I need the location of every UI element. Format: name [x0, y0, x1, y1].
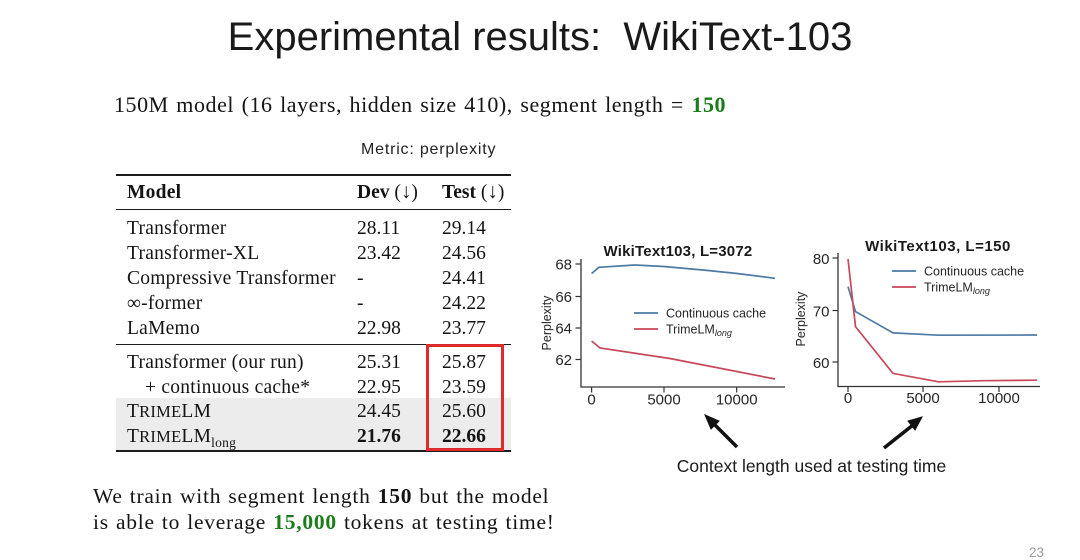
svg-text:Perplexity: Perplexity	[540, 295, 554, 351]
svg-text:68: 68	[555, 257, 572, 274]
svg-text:WikiText103, L=150: WikiText103, L=150	[865, 238, 1011, 255]
svg-text:0: 0	[587, 392, 595, 409]
svg-text:70: 70	[813, 304, 830, 321]
svg-text:Perplexity: Perplexity	[794, 291, 808, 347]
svg-text:Continuous cache: Continuous cache	[666, 307, 766, 321]
svg-text:5000: 5000	[906, 390, 939, 407]
svg-text:TrimeLMlong: TrimeLMlong	[924, 281, 990, 297]
svg-text:62: 62	[555, 352, 572, 369]
svg-text:Continuous cache: Continuous cache	[924, 265, 1024, 279]
svg-text:0: 0	[844, 390, 852, 407]
svg-text:WikiText103, L=3072: WikiText103, L=3072	[604, 243, 753, 260]
svg-text:80: 80	[813, 251, 830, 268]
svg-text:10000: 10000	[978, 390, 1020, 407]
svg-text:TrimeLMlong: TrimeLMlong	[666, 323, 732, 339]
svg-text:10000: 10000	[716, 392, 758, 409]
svg-text:60: 60	[813, 355, 830, 372]
svg-text:66: 66	[555, 289, 572, 306]
svg-text:64: 64	[555, 321, 572, 338]
svg-text:5000: 5000	[647, 392, 680, 409]
